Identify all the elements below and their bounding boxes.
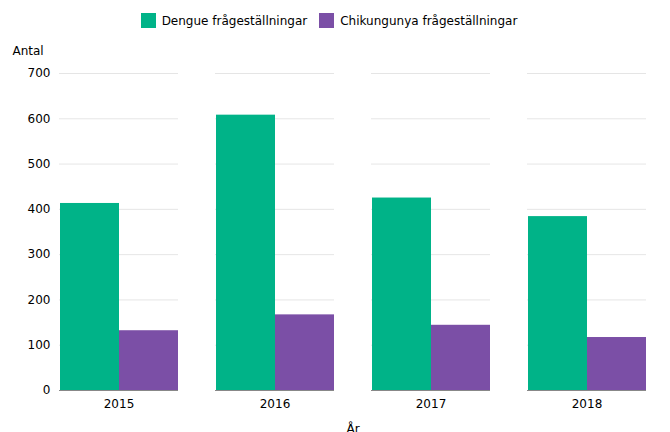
svg-text:300: 300 — [28, 247, 51, 261]
svg-text:600: 600 — [28, 112, 51, 126]
svg-text:2017: 2017 — [416, 397, 447, 411]
svg-text:Antal: Antal — [13, 44, 44, 58]
svg-text:200: 200 — [28, 293, 51, 307]
html-text:Chikungunya frågeställningar: Chikungunya frågeställningar — [340, 13, 518, 28]
svg-text:2015: 2015 — [104, 397, 135, 411]
svg-text:700: 700 — [28, 66, 51, 80]
svg-text:500: 500 — [28, 157, 51, 171]
html-text:Dengue frågeställningar: Dengue frågeställningar — [161, 13, 308, 28]
svg-text:100: 100 — [28, 338, 51, 352]
svg-text:2016: 2016 — [260, 397, 291, 411]
svg-text:400: 400 — [28, 202, 51, 216]
svg-text:2018: 2018 — [572, 397, 603, 411]
svg-text:År: År — [346, 421, 359, 432]
svg-text:0: 0 — [43, 383, 51, 397]
